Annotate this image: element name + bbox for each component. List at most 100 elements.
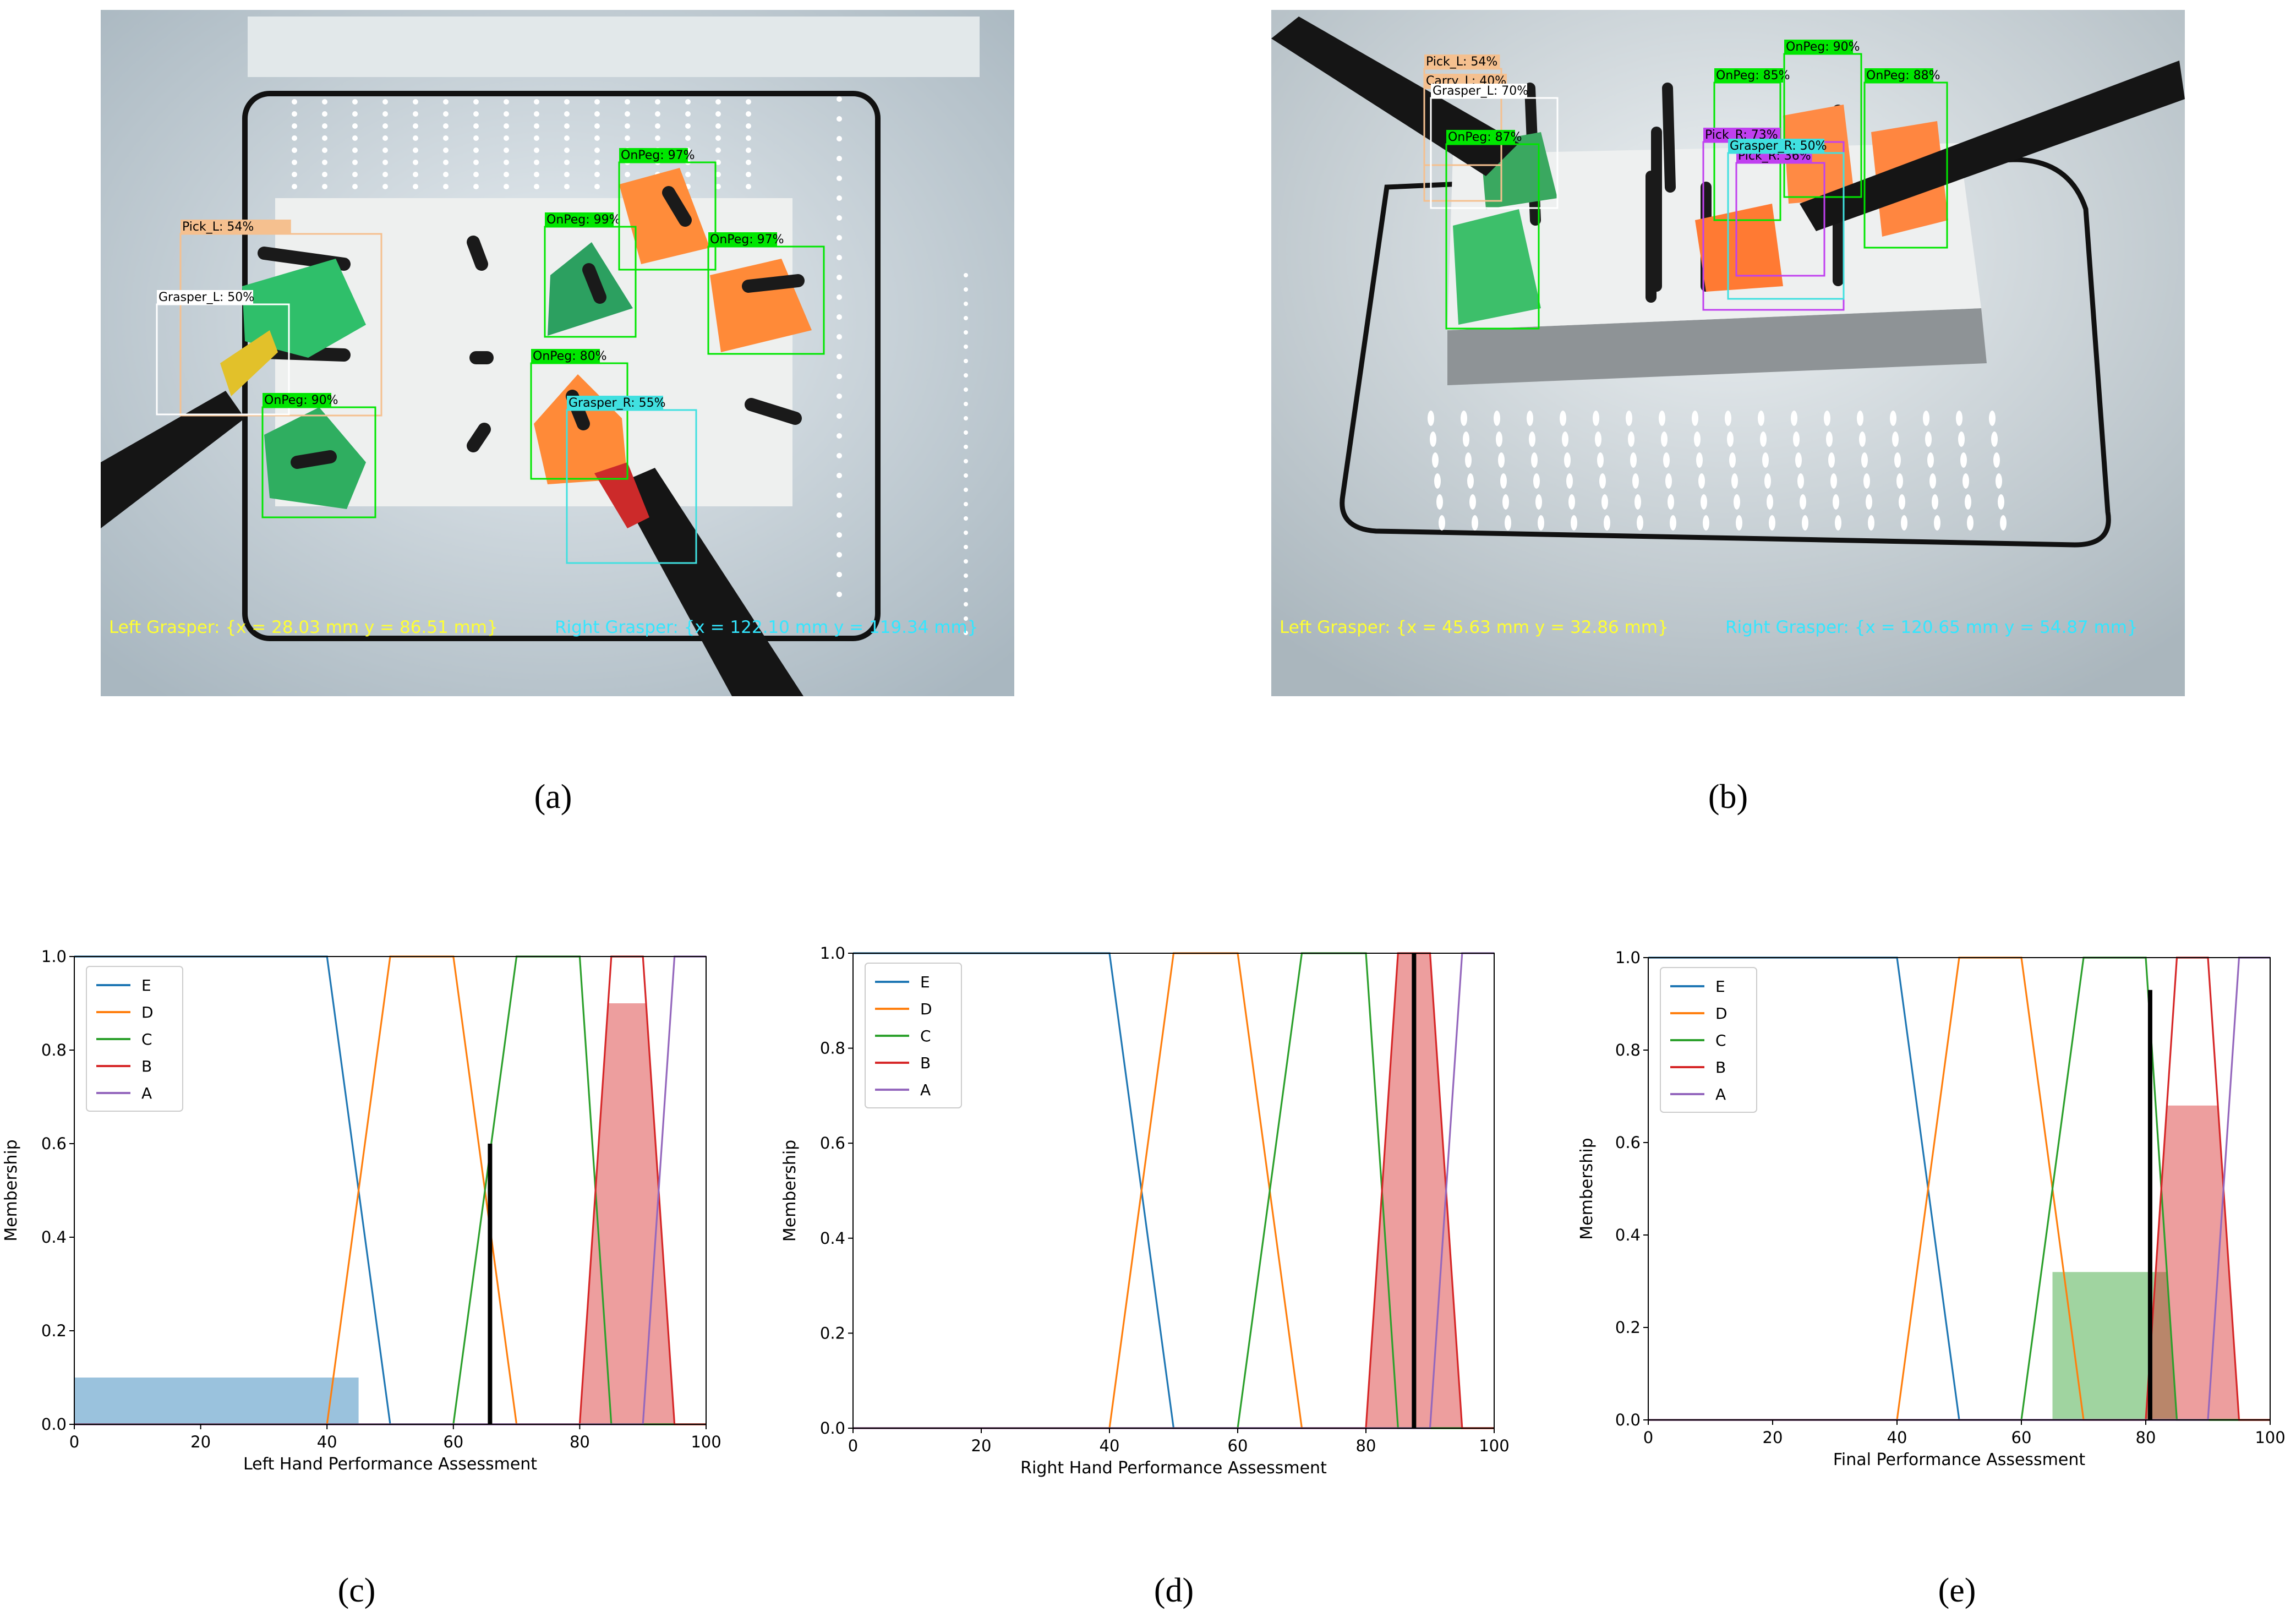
led-dot: [352, 111, 358, 117]
led-dot: [964, 387, 968, 392]
detection-box: Pick_L: 54%: [179, 220, 382, 417]
led-dot: [594, 184, 600, 189]
led-dot: [715, 160, 721, 165]
led-dot: [1800, 494, 1806, 510]
photo-a-green-triangle: [242, 259, 366, 358]
led-dot: [1663, 452, 1670, 468]
led-dot: [746, 147, 751, 153]
led-dot: [1604, 515, 1610, 531]
led-dot: [504, 111, 509, 117]
led-dot: [292, 111, 297, 117]
led-dot: [413, 123, 418, 129]
led-dot: [1824, 411, 1830, 426]
led-dot: [1595, 431, 1601, 447]
led-dot: [1434, 473, 1441, 489]
led-dot: [1571, 515, 1577, 531]
legend: [86, 966, 183, 1112]
detection-label: Grasper_R: 55%: [568, 396, 666, 410]
legend-entry-A: A: [920, 1081, 931, 1099]
led-dot: [443, 172, 449, 177]
led-dot: [1659, 411, 1665, 426]
led-dot: [1795, 452, 1802, 468]
detection-label: Grasper_L: 70%: [1433, 84, 1528, 98]
led-dot: [1859, 431, 1866, 447]
led-dot: [837, 552, 842, 558]
led-dot: [292, 135, 297, 141]
led-dot: [1637, 515, 1643, 531]
led-dot: [473, 123, 479, 129]
led-dot: [1890, 411, 1896, 426]
led-dot: [1496, 431, 1502, 447]
led-dot: [655, 123, 660, 129]
led-dot: [1599, 473, 1606, 489]
led-dot: [1632, 473, 1639, 489]
photo-b-green-block: [1453, 209, 1541, 325]
led-dot: [534, 184, 539, 189]
led-dot: [322, 172, 327, 177]
led-dot: [1531, 452, 1538, 468]
led-dot: [1996, 473, 2002, 489]
x-axis-label: Right Hand Performance Assessment: [1020, 1458, 1327, 1478]
led-dot: [413, 172, 418, 177]
x-tick-label: 20: [190, 1433, 211, 1451]
legend-entry-B: B: [141, 1057, 152, 1075]
x-tick-label: 80: [2136, 1428, 2156, 1447]
led-dot: [964, 573, 968, 578]
led-dot: [382, 99, 388, 105]
led-dot: [1991, 431, 1998, 447]
photo-a: Pick_L: 54% Grasper_L: 50% OnPeg: 90% OnPeg…: [101, 10, 1014, 696]
led-dot: [715, 123, 721, 129]
y-tick-label: 0.2: [820, 1324, 845, 1342]
photo-b-peg-board-side: [1447, 308, 1987, 385]
y-tick-label: 0.6: [1615, 1133, 1641, 1152]
y-tick-label: 1.0: [41, 947, 67, 966]
led-dot: [594, 172, 600, 177]
legend: [865, 963, 962, 1108]
led-dot: [1861, 452, 1868, 468]
activation-area-E: [74, 1378, 359, 1424]
led-dot: [534, 172, 539, 177]
led-dot: [964, 502, 968, 506]
led-dot: [625, 172, 630, 177]
led-dot: [1694, 431, 1701, 447]
led-dot: [1830, 473, 1837, 489]
led-dot: [1467, 473, 1474, 489]
legend-entry-C: C: [1715, 1031, 1726, 1050]
led-dot: [964, 559, 968, 564]
led-dot: [1826, 431, 1833, 447]
led-dot: [837, 413, 842, 419]
detection-label: OnPeg: 97%: [710, 233, 784, 247]
led-dot: [1698, 473, 1705, 489]
plot-frame: [852, 953, 1495, 1429]
plot-frame: [74, 956, 707, 1425]
y-tick-label: 0.8: [41, 1041, 67, 1059]
x-tick-label: 20: [971, 1436, 992, 1455]
x-tick-label: 80: [1356, 1436, 1376, 1455]
photo-a-paper: [248, 17, 980, 77]
led-dot: [837, 512, 842, 518]
photo-b-orange-block: [1695, 204, 1783, 292]
y-tick-label: 0.6: [41, 1134, 67, 1153]
led-dot: [746, 123, 751, 129]
detection-label: OnPeg: 90%: [1786, 40, 1860, 54]
legend-entry-D: D: [141, 1003, 154, 1021]
led-dot: [1960, 452, 1967, 468]
led-dot: [837, 255, 842, 260]
led-dot: [837, 374, 842, 379]
led-dot: [837, 493, 842, 498]
led-dot: [837, 473, 842, 478]
led-dot: [1729, 452, 1736, 468]
led-dot: [746, 184, 751, 189]
y-tick-label: 0.4: [820, 1229, 845, 1248]
led-dot: [322, 123, 327, 129]
led-dot: [964, 445, 968, 449]
legend-entry-C: C: [920, 1027, 931, 1045]
plot-frame: [1648, 957, 2271, 1420]
led-dot: [473, 111, 479, 117]
led-dot: [564, 172, 570, 177]
led-dot: [413, 111, 418, 117]
led-dot: [473, 184, 479, 189]
y-axis-label: Membership: [2, 1139, 21, 1241]
led-dot: [1934, 515, 1940, 531]
led-dot: [382, 147, 388, 153]
